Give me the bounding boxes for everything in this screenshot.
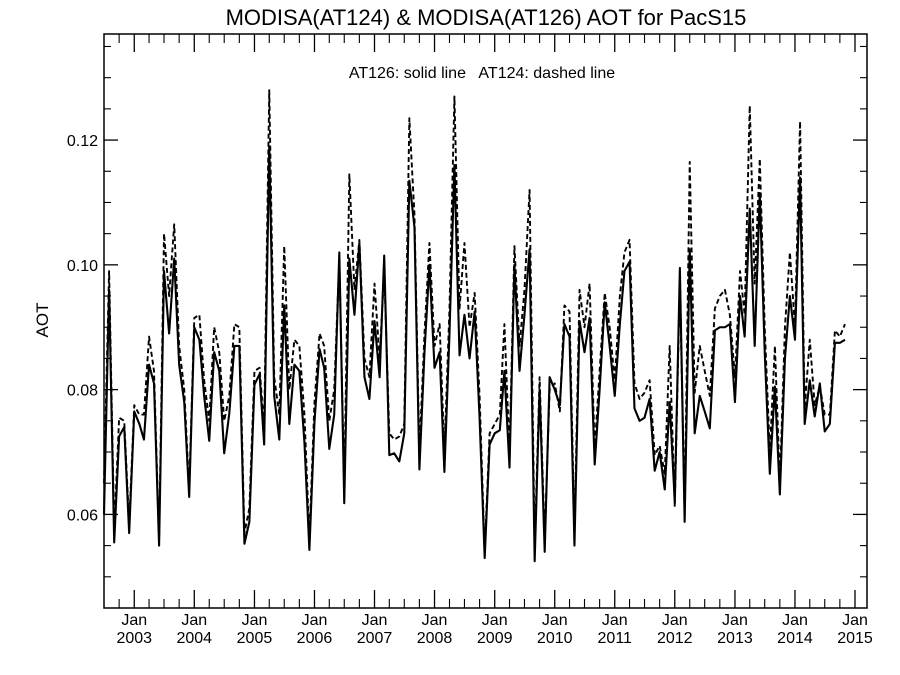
x-tick-month-label: Jan [482, 612, 508, 629]
y-tick-label: 0.12 [67, 133, 98, 150]
x-tick-month-label: Jan [842, 612, 868, 629]
x-tick-year-label: 2003 [116, 630, 152, 647]
x-tick-month-label: Jan [181, 612, 207, 629]
x-tick-year-label: 2006 [297, 630, 333, 647]
tick-labels: 0.060.080.100.12Jan2003Jan2004Jan2005Jan… [67, 133, 873, 647]
x-tick-month-label: Jan [242, 612, 268, 629]
series-layer [102, 89, 846, 563]
x-tick-year-label: 2011 [598, 630, 633, 647]
series-style-annotation: AT126: solid line AT124: dashed line [349, 65, 615, 82]
x-tick-year-label: 2014 [777, 630, 813, 647]
x-tick-year-label: 2007 [357, 630, 393, 647]
x-tick-year-label: 2005 [237, 630, 273, 647]
x-tick-year-label: 2009 [477, 630, 513, 647]
x-tick-month-label: Jan [542, 612, 568, 629]
x-tick-year-label: 2013 [717, 630, 753, 647]
x-tick-year-label: 2012 [657, 630, 693, 647]
x-tick-month-label: Jan [121, 612, 147, 629]
y-tick-label: 0.06 [67, 507, 98, 524]
x-tick-year-label: 2015 [837, 630, 873, 647]
x-tick-month-label: Jan [722, 612, 748, 629]
x-tick-month-label: Jan [662, 612, 688, 629]
chart-title: MODISA(AT124) & MODISA(AT126) AOT for Pa… [226, 5, 747, 30]
x-tick-month-label: Jan [602, 612, 628, 629]
plot-frame [103, 33, 868, 609]
x-tick-year-label: 2008 [417, 630, 453, 647]
x-tick-month-label: Jan [302, 612, 328, 629]
x-tick-year-label: 2004 [176, 630, 212, 647]
x-tick-year-label: 2010 [537, 630, 573, 647]
x-tick-month-label: Jan [362, 612, 388, 629]
y-tick-label: 0.10 [67, 258, 98, 275]
series-line-at124 [103, 89, 846, 553]
y-axis-label: AOT [33, 303, 52, 338]
x-tick-month-label: Jan [422, 612, 448, 629]
x-tick-month-label: Jan [782, 612, 808, 629]
axis-ticks [104, 34, 867, 608]
y-tick-label: 0.08 [67, 383, 98, 400]
